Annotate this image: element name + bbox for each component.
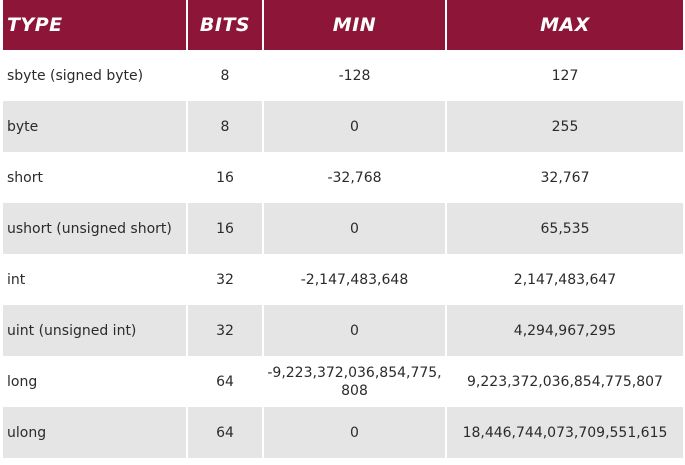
header-type: TYPE (3, 0, 188, 50)
cell-bits: 64 (187, 407, 264, 458)
table-row: ushort (unsigned short) 16 0 65,535 (3, 203, 683, 254)
cell-bits: 16 (187, 152, 264, 203)
table-row: short 16 -32,768 32,767 (3, 152, 683, 203)
cell-min: -32,768 (263, 152, 447, 203)
header-row: TYPE BITS MIN MAX (3, 0, 683, 50)
header-min: MIN (263, 0, 447, 50)
cell-type: long (3, 356, 188, 407)
cell-type: int (3, 254, 188, 305)
table-header: TYPE BITS MIN MAX (3, 0, 683, 50)
cell-max: 2,147,483,647 (446, 254, 683, 305)
cell-type: ushort (unsigned short) (3, 203, 188, 254)
cell-type: byte (3, 101, 188, 152)
cell-type: uint (unsigned int) (3, 305, 188, 356)
table-row: long 64 -9,223,372,036,854,775,808 9,223… (3, 356, 683, 407)
table-row: sbyte (signed byte) 8 -128 127 (3, 50, 683, 101)
cell-max: 9,223,372,036,854,775,807 (446, 356, 683, 407)
table-row: int 32 -2,147,483,648 2,147,483,647 (3, 254, 683, 305)
cell-min: -128 (263, 50, 447, 101)
cell-min: -2,147,483,648 (263, 254, 447, 305)
cell-bits: 32 (187, 305, 264, 356)
cell-bits: 8 (187, 101, 264, 152)
cell-min: 0 (263, 305, 447, 356)
table-row: ulong 64 0 18,446,744,073,709,551,615 (3, 407, 683, 458)
cell-bits: 16 (187, 203, 264, 254)
cell-min: 0 (263, 203, 447, 254)
cell-max: 127 (446, 50, 683, 101)
cell-min: 0 (263, 407, 447, 458)
cell-type: short (3, 152, 188, 203)
header-bits: BITS (187, 0, 264, 50)
header-max: MAX (446, 0, 683, 50)
cell-max: 65,535 (446, 203, 683, 254)
cell-bits: 8 (187, 50, 264, 101)
cell-bits: 64 (187, 356, 264, 407)
cell-max: 32,767 (446, 152, 683, 203)
cell-max: 18,446,744,073,709,551,615 (446, 407, 683, 458)
cell-type: ulong (3, 407, 188, 458)
cell-min: -9,223,372,036,854,775,808 (263, 356, 447, 407)
integer-types-table: TYPE BITS MIN MAX sbyte (signed byte) 8 … (3, 0, 683, 458)
table-body: sbyte (signed byte) 8 -128 127 byte 8 0 … (3, 50, 683, 458)
cell-min: 0 (263, 101, 447, 152)
cell-max: 4,294,967,295 (446, 305, 683, 356)
table-row: byte 8 0 255 (3, 101, 683, 152)
cell-bits: 32 (187, 254, 264, 305)
cell-max: 255 (446, 101, 683, 152)
cell-type: sbyte (signed byte) (3, 50, 188, 101)
table-row: uint (unsigned int) 32 0 4,294,967,295 (3, 305, 683, 356)
